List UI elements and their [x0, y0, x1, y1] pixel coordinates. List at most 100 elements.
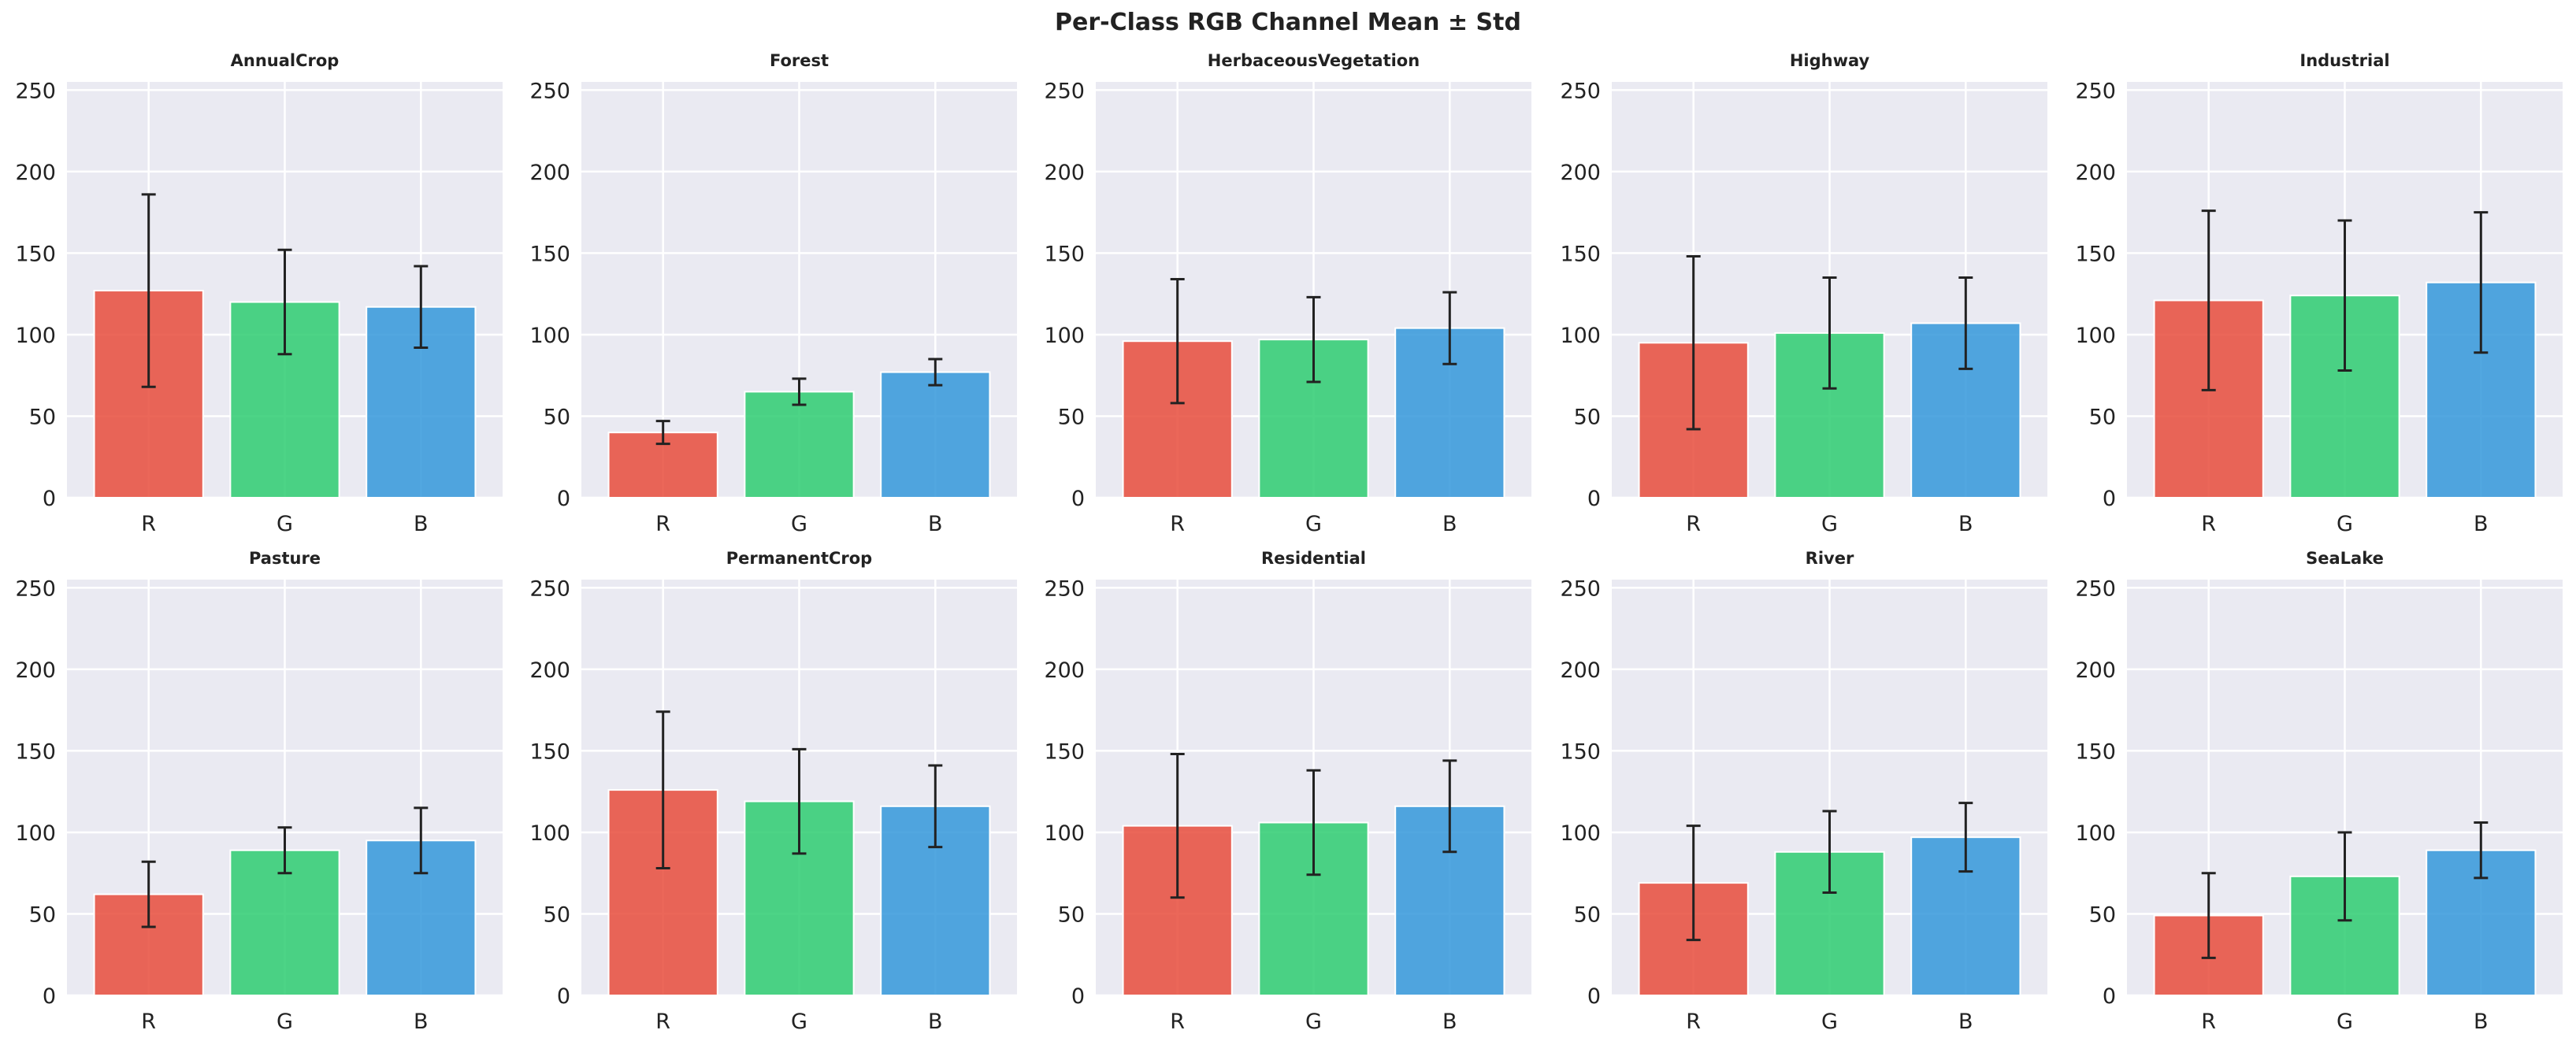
subplot-River: 0 50 100 150 200 250 R G B River: [1560, 549, 2047, 1034]
y-tick-label: 200: [1560, 161, 1601, 185]
y-tick-label: 150: [2075, 242, 2116, 266]
subplot-Pasture: 0 50 100 150 200 250 R G B Pasture: [15, 549, 503, 1034]
y-tick-label: 200: [529, 658, 570, 683]
y-tick-label: 150: [1044, 739, 1085, 764]
y-tick-label: 100: [529, 324, 570, 348]
y-tick-label: 50: [2089, 902, 2116, 927]
x-tick-label: R: [2201, 1010, 2216, 1034]
y-tick-label: 150: [1560, 242, 1601, 266]
subplot-Industrial: 0 50 100 150 200 250 R G B Industrial: [2075, 51, 2563, 536]
x-tick-label: G: [1305, 512, 1322, 536]
x-tick-label: G: [791, 1010, 807, 1034]
x-tick-label: R: [655, 1010, 670, 1034]
x-tick-label: R: [1170, 512, 1185, 536]
x-tick-label: B: [928, 1010, 943, 1034]
x-tick-label: B: [2474, 1010, 2489, 1034]
figure-title: Per-Class RGB Channel Mean ± Std: [1055, 9, 1521, 36]
y-tick-label: 50: [1574, 902, 1601, 927]
y-tick-label: 50: [1058, 405, 1085, 429]
x-tick-label: B: [414, 512, 429, 536]
y-tick-label: 100: [1560, 324, 1601, 348]
y-tick-label: 100: [1044, 821, 1085, 846]
y-tick-label: 0: [1587, 984, 1601, 1009]
y-tick-label: 50: [1058, 902, 1085, 927]
y-tick-label: 50: [1574, 405, 1601, 429]
x-tick-label: R: [2201, 512, 2216, 536]
y-tick-label: 250: [1560, 576, 1601, 601]
y-tick-label: 200: [15, 161, 56, 185]
y-tick-label: 250: [2075, 79, 2116, 103]
x-tick-label: G: [1305, 1010, 1322, 1034]
subplot-title: Highway: [1790, 51, 1870, 70]
subplot-title: Residential: [1261, 549, 1366, 568]
y-tick-label: 0: [2103, 487, 2116, 511]
y-tick-label: 150: [2075, 739, 2116, 764]
y-tick-label: 0: [557, 984, 570, 1009]
y-tick-label: 250: [2075, 576, 2116, 601]
y-tick-label: 150: [529, 739, 570, 764]
y-tick-label: 250: [15, 576, 56, 601]
subplot-title: River: [1806, 549, 1854, 568]
y-tick-label: 0: [1587, 487, 1601, 511]
y-tick-label: 200: [529, 161, 570, 185]
bar-G: [229, 849, 340, 996]
y-tick-label: 150: [1560, 739, 1601, 764]
y-tick-label: 100: [1044, 324, 1085, 348]
subplot-AnnualCrop: 0 50 100 150 200 250 R G B AnnualCrop: [15, 51, 503, 536]
y-tick-label: 50: [2089, 405, 2116, 429]
y-tick-label: 250: [529, 576, 570, 601]
y-tick-label: 150: [1044, 242, 1085, 266]
y-tick-label: 50: [544, 902, 570, 927]
x-tick-label: B: [1958, 1010, 1973, 1034]
subplot-title: Pasture: [249, 549, 321, 568]
y-tick-label: 200: [2075, 161, 2116, 185]
y-tick-label: 200: [1560, 658, 1601, 683]
y-tick-label: 50: [544, 405, 570, 429]
y-tick-label: 0: [557, 487, 570, 511]
subplot-title: SeaLake: [2306, 549, 2384, 568]
subplot-title: PermanentCrop: [726, 549, 872, 568]
y-tick-label: 0: [43, 487, 56, 511]
x-tick-label: R: [655, 512, 670, 536]
x-tick-label: R: [141, 1010, 156, 1034]
subplot-Residential: 0 50 100 150 200 250 R G B Residential: [1044, 549, 1531, 1034]
y-tick-label: 250: [529, 79, 570, 103]
y-tick-label: 250: [1044, 576, 1085, 601]
bar-B: [880, 371, 991, 498]
x-tick-label: B: [1442, 512, 1457, 536]
y-tick-label: 50: [29, 902, 56, 927]
x-tick-label: R: [1686, 1010, 1701, 1034]
y-tick-label: 100: [2075, 821, 2116, 846]
x-tick-label: G: [2337, 512, 2353, 536]
subplot-title: Forest: [770, 51, 829, 70]
y-tick-label: 200: [2075, 658, 2116, 683]
x-tick-label: G: [1821, 512, 1838, 536]
x-tick-label: R: [1686, 512, 1701, 536]
y-tick-label: 100: [15, 324, 56, 348]
y-tick-label: 200: [15, 658, 56, 683]
y-tick-label: 250: [1044, 79, 1085, 103]
subplot-PermanentCrop: 0 50 100 150 200 250 R G B PermanentCrop: [529, 549, 1017, 1034]
x-tick-label: B: [1442, 1010, 1457, 1034]
y-tick-label: 100: [529, 821, 570, 846]
y-tick-label: 150: [15, 739, 56, 764]
y-tick-label: 0: [2103, 984, 2116, 1009]
y-tick-label: 100: [1560, 821, 1601, 846]
subplot-Forest: 0 50 100 150 200 250 R G B Forest: [529, 51, 1017, 536]
y-tick-label: 0: [1071, 487, 1085, 511]
subplot-title: HerbaceousVegetation: [1208, 51, 1420, 70]
y-tick-label: 150: [529, 242, 570, 266]
x-tick-label: G: [2337, 1010, 2353, 1034]
x-tick-label: B: [414, 1010, 429, 1034]
x-tick-label: G: [791, 512, 807, 536]
y-tick-label: 0: [43, 984, 56, 1009]
x-tick-label: R: [141, 512, 156, 536]
y-tick-label: 250: [15, 79, 56, 103]
x-tick-label: G: [277, 512, 293, 536]
x-tick-label: G: [277, 1010, 293, 1034]
y-tick-label: 200: [1044, 658, 1085, 683]
subplot-HerbaceousVegetation: 0 50 100 150 200 250 R G B HerbaceousVegetation: [1044, 51, 1531, 536]
x-tick-label: B: [2474, 512, 2489, 536]
x-tick-label: G: [1821, 1010, 1838, 1034]
